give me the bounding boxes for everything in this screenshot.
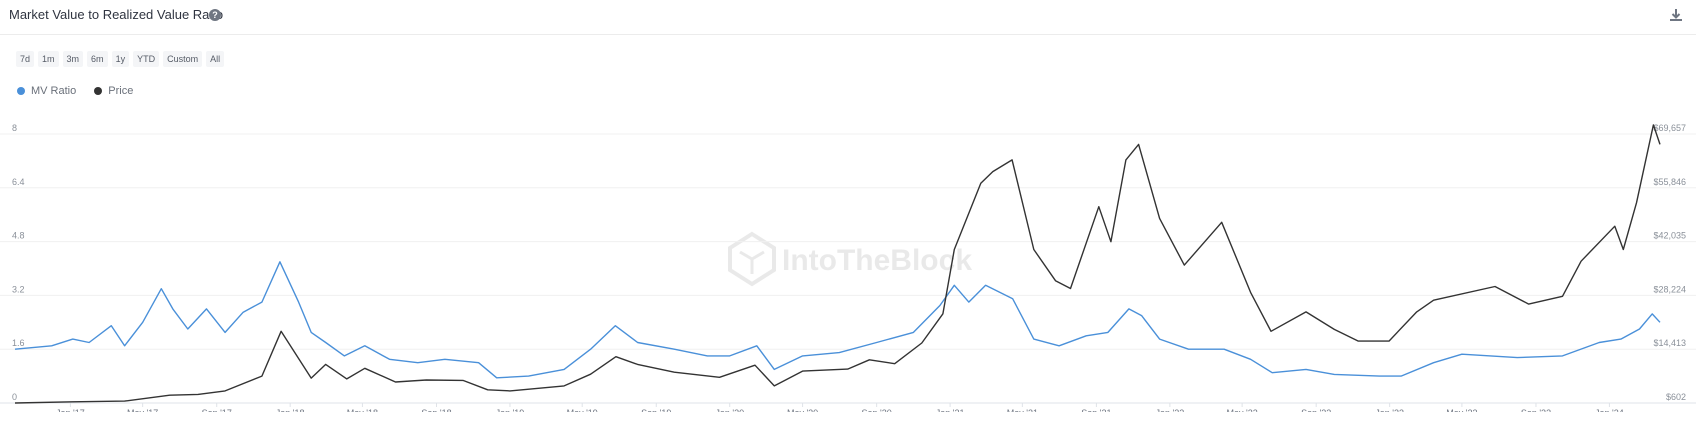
x-axis-tick-label: Sep '21: [1081, 408, 1111, 412]
x-axis-tick-label: Jan '20: [715, 408, 744, 412]
range-button-all[interactable]: All: [206, 51, 225, 67]
x-axis-tick-label: Jan '23: [1375, 408, 1404, 412]
y-axis-left-tick-label: 0: [12, 392, 17, 402]
y-axis-right-tick-label: $28,224: [1653, 284, 1686, 294]
legend-dot-mv-ratio: [17, 87, 25, 95]
x-axis-tick-label: May '21: [1007, 408, 1038, 412]
y-axis-left-tick-label: 4.8: [12, 231, 25, 241]
range-button-ytd[interactable]: YTD: [133, 51, 160, 67]
legend-item-price[interactable]: Price: [94, 85, 133, 97]
x-axis-tick-label: Jan '19: [496, 408, 525, 412]
series-line-mv-ratio: [14, 261, 1661, 379]
y-axis-right-tick-label: $42,035: [1653, 231, 1686, 241]
x-axis-tick-label: May '19: [567, 408, 598, 412]
legend-item-mv-ratio[interactable]: MV Ratio: [17, 85, 76, 97]
x-axis-tick-label: Sep '22: [1301, 408, 1331, 412]
chart-legend: MV Ratio Price: [17, 85, 133, 97]
range-button-7d[interactable]: 7d: [16, 51, 35, 67]
y-axis-left-tick-label: 8: [12, 123, 17, 133]
x-axis-tick-label: May '17: [127, 408, 158, 412]
x-axis-tick-label: Sep '17: [202, 408, 232, 412]
y-axis-left-tick-label: 1.6: [12, 338, 25, 348]
x-axis-tick-label: May '23: [1446, 408, 1477, 412]
legend-label-mv-ratio: MV Ratio: [31, 85, 77, 97]
x-axis-tick-label: Jan '17: [56, 408, 85, 412]
chart-title: Market Value to Realized Value Ratio: [9, 7, 224, 22]
x-axis-tick-label: May '20: [787, 408, 818, 412]
watermark-text: IntoTheBlock: [782, 244, 972, 277]
y-axis-right-tick-label: $69,657: [1653, 123, 1686, 133]
legend-dot-price: [94, 87, 103, 95]
y-axis-right-tick-label: $14,413: [1653, 338, 1686, 348]
x-axis-tick-label: May '18: [347, 408, 378, 412]
download-icon[interactable]: [1668, 7, 1684, 23]
range-button-3m[interactable]: 3m: [62, 51, 84, 67]
range-button-6m[interactable]: 6m: [87, 51, 108, 67]
x-axis-tick-label: Jan '22: [1155, 408, 1184, 412]
watermark-logo: IntoTheBlock: [728, 231, 972, 287]
chart-header: Market Value to Realized Value Ratio ?: [0, 0, 1696, 35]
x-axis-tick-label: May '22: [1227, 408, 1258, 412]
x-axis-tick-label: Jan '21: [936, 408, 965, 412]
time-range-selector: 7d 1m 3m 6m 1y YTD Custom All: [16, 51, 225, 67]
x-axis-tick-label: Sep '19: [641, 408, 671, 412]
y-axis-left-tick-label: 6.4: [12, 177, 25, 187]
watermark-logo-icon: [728, 231, 776, 287]
range-button-1m[interactable]: 1m: [38, 51, 59, 67]
watermark-logo-icon-inner: [739, 250, 765, 274]
legend-label-price: Price: [108, 85, 134, 97]
x-axis-tick-label: Jan '18: [276, 408, 305, 412]
x-axis-tick-label: Sep '18: [421, 408, 451, 412]
y-axis-left-tick-label: 3.2: [12, 284, 25, 294]
x-axis-tick-label: Sep '23: [1521, 408, 1551, 412]
question-circle-icon[interactable]: ?: [209, 9, 221, 21]
series-line-price: [14, 124, 1661, 404]
y-axis-right-tick-label: $55,846: [1653, 177, 1686, 187]
range-button-1y[interactable]: 1y: [111, 51, 130, 67]
y-axis-right-tick-label: $602: [1666, 392, 1686, 402]
x-axis-tick-label: Sep '20: [862, 408, 892, 412]
chart-plot[interactable]: IntoTheBlock 0 $602 1.6 $14,413 3.2 $28,224 4.8…: [0, 112, 1696, 412]
x-axis-tick-label: Jan '24: [1595, 408, 1624, 412]
range-button-custom[interactable]: Custom: [163, 51, 203, 67]
